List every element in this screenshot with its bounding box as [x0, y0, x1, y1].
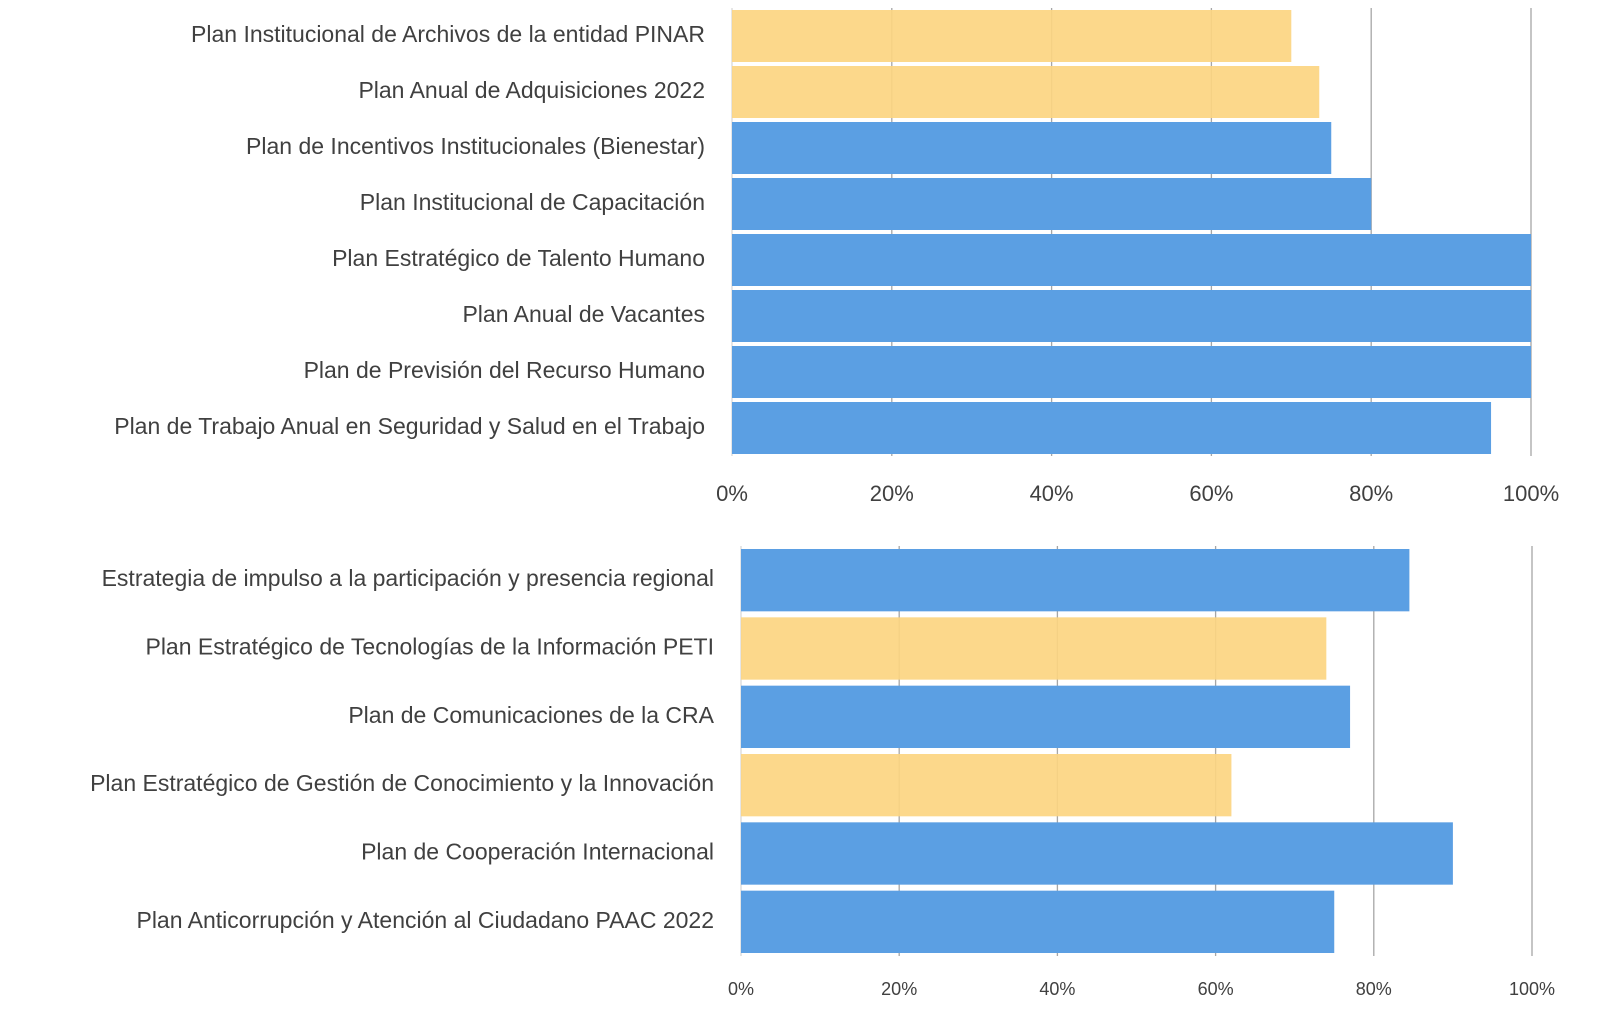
- x-tick-label: 0%: [716, 481, 748, 506]
- y-tick-label: Plan Estratégico de Tecnologías de la In…: [145, 634, 714, 660]
- y-tick-label: Plan Estratégico de Talento Humano: [332, 245, 705, 271]
- x-tick-label: 40%: [1039, 979, 1075, 999]
- bar: [732, 290, 1531, 342]
- bar: [741, 617, 1327, 680]
- bar: [732, 346, 1531, 398]
- bar: [741, 822, 1453, 885]
- x-tick-label: 80%: [1356, 979, 1392, 999]
- y-tick-label: Plan Anticorrupción y Atención al Ciudad…: [136, 907, 714, 933]
- y-tick-label: Plan Estratégico de Gestión de Conocimie…: [90, 770, 714, 796]
- bar: [732, 122, 1332, 174]
- bar: [741, 685, 1351, 748]
- x-tick-label: 60%: [1198, 979, 1234, 999]
- x-tick-label: 20%: [870, 481, 914, 506]
- bar: [741, 754, 1232, 817]
- bar: [732, 402, 1492, 454]
- y-tick-label: Plan de Cooperación Internacional: [361, 839, 714, 865]
- y-tick-label: Plan de Comunicaciones de la CRA: [348, 702, 714, 728]
- x-tick-label: 20%: [881, 979, 917, 999]
- bar: [741, 549, 1410, 612]
- x-tick-label: 40%: [1030, 481, 1074, 506]
- y-tick-label: Plan Institucional de Archivos de la ent…: [191, 21, 705, 47]
- x-tick-label: 100%: [1503, 481, 1559, 506]
- bar: [741, 890, 1335, 953]
- bar: [732, 66, 1320, 118]
- y-tick-label: Plan Anual de Vacantes: [462, 301, 705, 327]
- y-tick-label: Plan de Incentivos Institucionales (Bien…: [246, 133, 705, 159]
- x-tick-label: 0%: [728, 979, 754, 999]
- x-tick-label: 100%: [1509, 979, 1555, 999]
- y-tick-label: Estrategia de impulso a la participación…: [102, 565, 714, 591]
- x-tick-label: 80%: [1349, 481, 1393, 506]
- bar: [732, 178, 1372, 230]
- y-tick-label: Plan de Previsión del Recurso Humano: [304, 357, 705, 383]
- x-tick-label: 60%: [1189, 481, 1233, 506]
- y-tick-label: Plan Institucional de Capacitación: [360, 189, 705, 215]
- bar: [732, 234, 1531, 286]
- y-tick-label: Plan de Trabajo Anual en Seguridad y Sal…: [114, 413, 705, 439]
- bar: [732, 10, 1292, 62]
- y-tick-label: Plan Anual de Adquisiciones 2022: [358, 77, 705, 103]
